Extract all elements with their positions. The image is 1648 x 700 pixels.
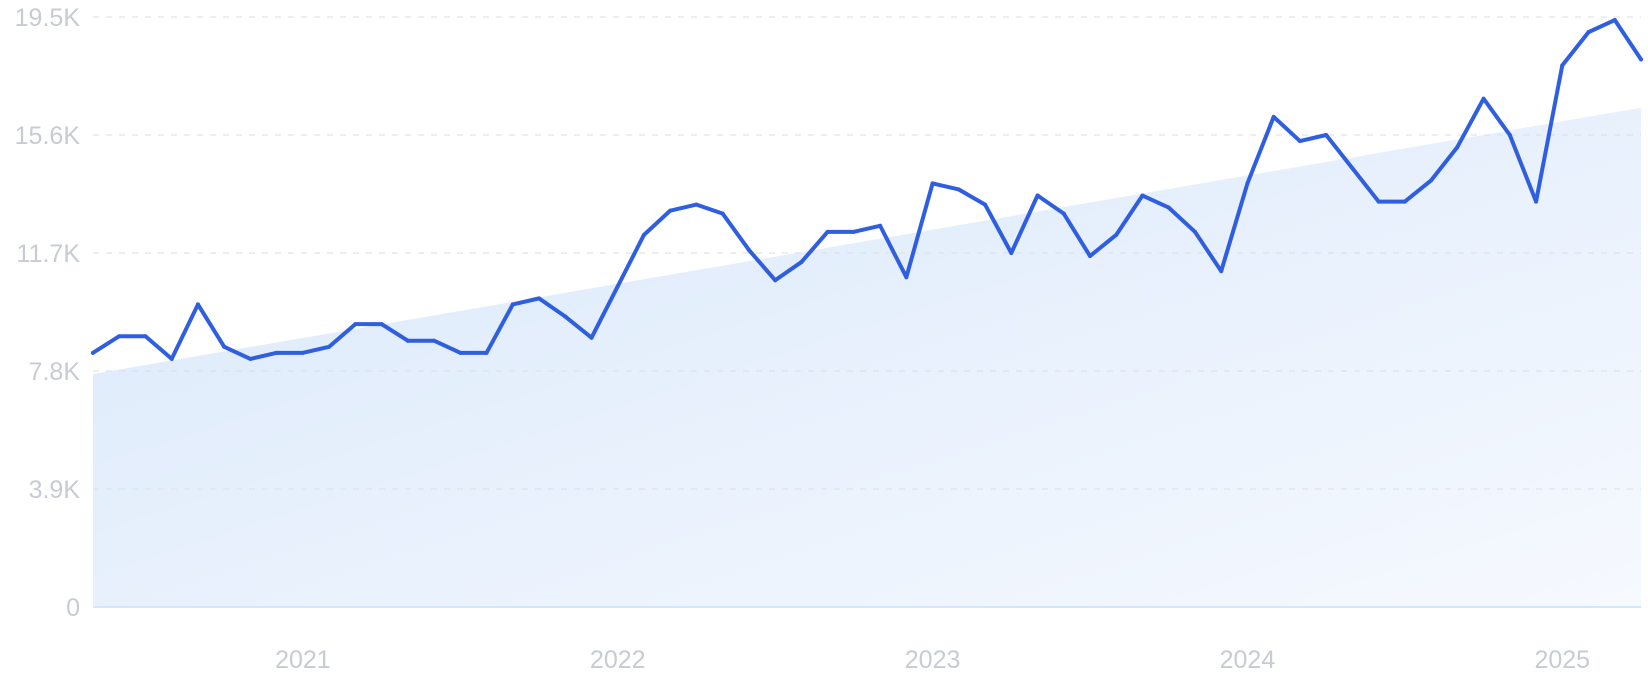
data-point — [641, 232, 646, 237]
data-point — [1088, 254, 1093, 259]
data-point — [1166, 205, 1171, 210]
data-point — [983, 202, 988, 207]
data-point — [1376, 199, 1381, 204]
x-tick-label: 2024 — [1220, 646, 1276, 674]
data-point — [537, 296, 542, 301]
data-point — [615, 284, 620, 289]
data-point — [589, 335, 594, 340]
data-point — [1534, 199, 1539, 204]
x-axis-ticks: 2021 2022 2023 2024 2025 — [275, 646, 1590, 674]
data-point — [1402, 199, 1407, 204]
data-point — [1639, 57, 1643, 62]
data-point — [222, 344, 227, 349]
data-point — [1297, 139, 1302, 144]
data-point — [1009, 251, 1014, 255]
data-point — [432, 338, 437, 343]
data-point — [773, 278, 778, 283]
data-point — [904, 275, 909, 280]
data-point — [379, 322, 384, 327]
data-point — [91, 350, 95, 355]
data-point — [327, 344, 332, 349]
x-tick-label: 2025 — [1534, 646, 1590, 674]
data-point — [1324, 133, 1329, 137]
data-point — [1350, 166, 1355, 171]
data-point — [956, 187, 961, 192]
data-point — [694, 202, 699, 207]
data-point — [720, 211, 725, 216]
data-point — [746, 247, 751, 252]
data-point — [825, 229, 830, 234]
y-axis-ticks: 0 3.9K 7.8K 11.7K 15.6K 19.5K — [15, 4, 81, 622]
x-tick-label: 2023 — [905, 646, 961, 674]
gridlines — [93, 16, 1641, 608]
data-point — [1219, 269, 1224, 274]
data-point — [1481, 96, 1486, 101]
series-layer — [91, 18, 1643, 361]
data-point — [484, 350, 489, 355]
y-tick-label: 15.6K — [15, 122, 81, 150]
y-tick-label: 3.9K — [29, 476, 81, 504]
data-point — [1114, 232, 1119, 237]
data-point — [1140, 193, 1145, 198]
trend-area-layer — [93, 107, 1641, 608]
data-point — [930, 181, 935, 186]
data-point — [405, 338, 410, 343]
data-point — [274, 350, 279, 355]
y-tick-label: 11.7K — [17, 240, 81, 268]
data-point — [1429, 178, 1434, 183]
y-tick-label: 7.8K — [29, 358, 81, 386]
data-point — [510, 302, 515, 307]
data-point — [248, 356, 253, 361]
y-tick-label: 0 — [66, 594, 80, 622]
data-point — [1507, 133, 1512, 137]
y-tick-label: 19.5K — [15, 4, 81, 32]
data-point — [169, 356, 174, 361]
data-point — [1245, 181, 1250, 186]
data-point — [668, 208, 673, 213]
data-point — [143, 334, 148, 339]
data-point — [1271, 114, 1276, 119]
data-point — [563, 314, 568, 319]
data-point — [458, 350, 463, 355]
data-point — [1612, 18, 1617, 23]
x-tick-label: 2021 — [275, 646, 331, 674]
data-point — [117, 334, 122, 339]
data-point — [300, 350, 305, 355]
data-point — [1061, 211, 1066, 216]
data-point — [195, 302, 200, 307]
data-point — [353, 322, 358, 327]
data-point — [1035, 193, 1040, 198]
data-point — [799, 260, 804, 265]
data-point — [1560, 63, 1565, 68]
data-point — [851, 229, 856, 234]
data-point — [878, 223, 883, 228]
data-point — [1455, 145, 1460, 150]
x-tick-label: 2022 — [590, 646, 646, 674]
data-point — [1586, 30, 1591, 35]
data-point — [1192, 229, 1197, 234]
data-points-layer — [91, 18, 1643, 361]
series-line — [91, 18, 1643, 361]
trend-area — [93, 107, 1641, 608]
